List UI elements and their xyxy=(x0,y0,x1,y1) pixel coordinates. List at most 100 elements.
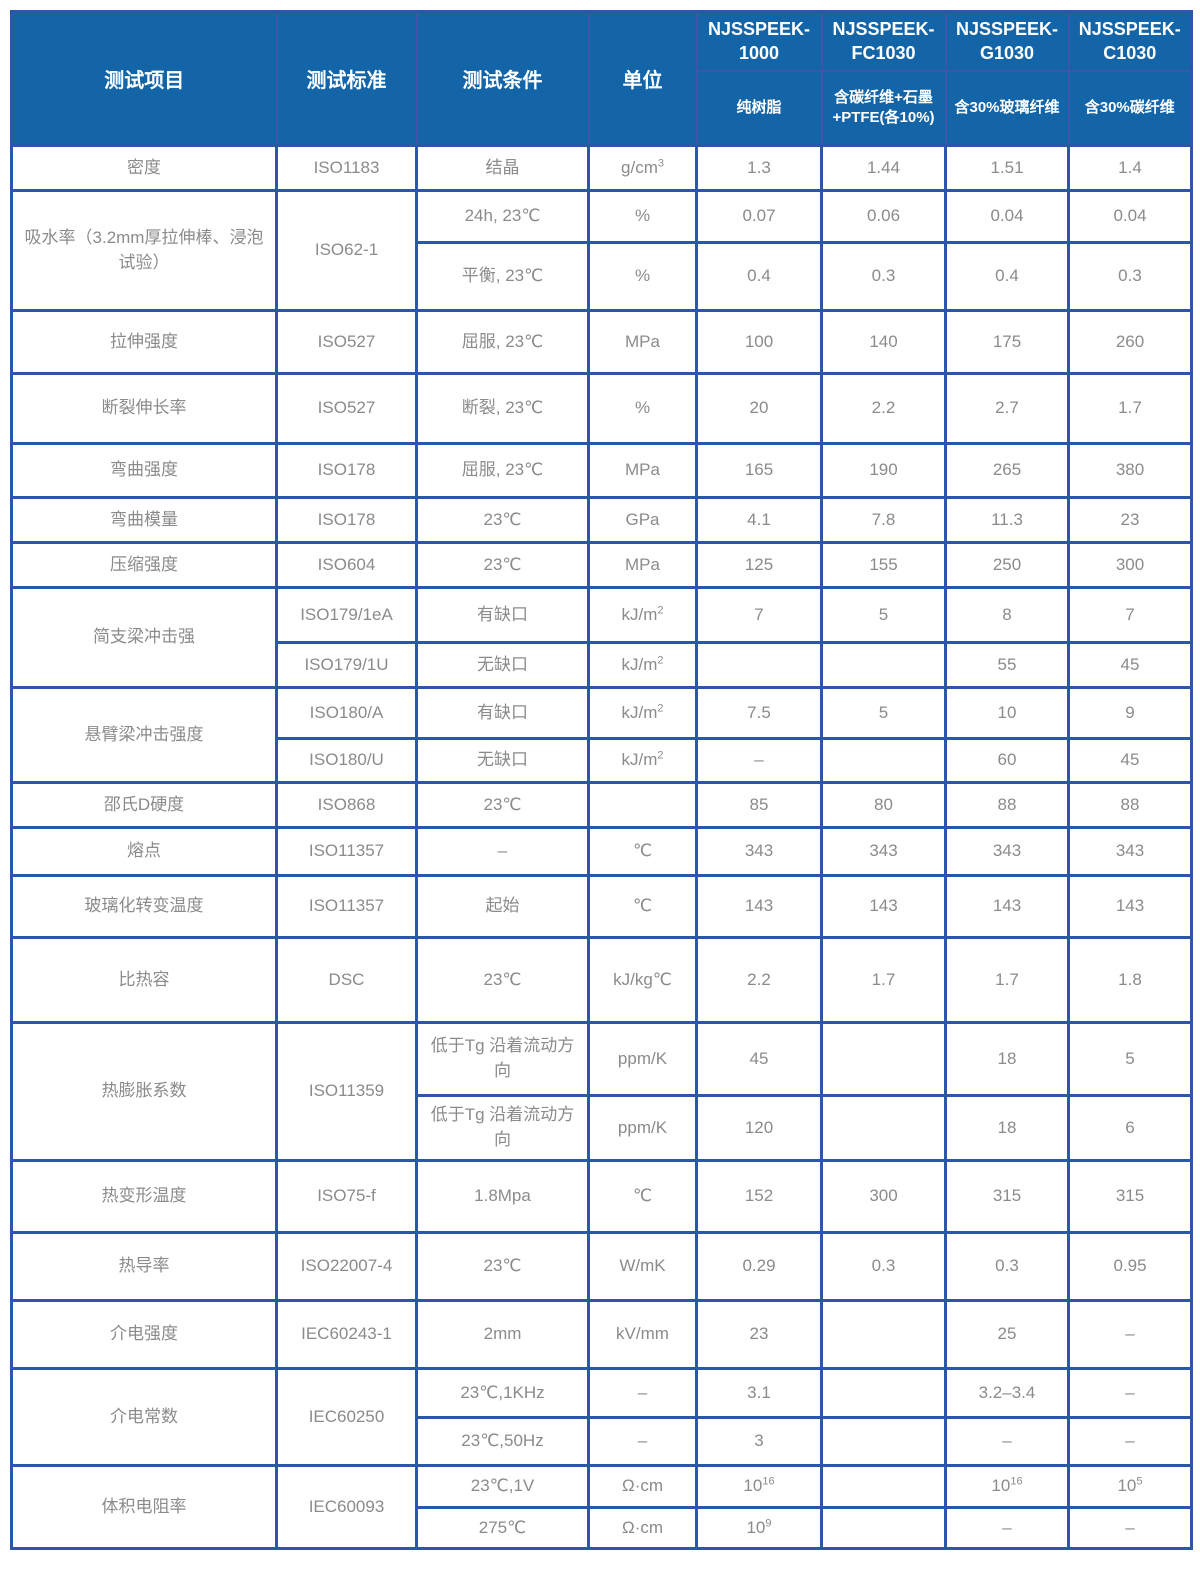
table-row: 比热容 DSC 23℃ kJ/kg℃ 2.2 1.7 1.7 1.8 xyxy=(10,936,1193,1025)
cell-value-njsspeek-c1030: 1.4 xyxy=(1067,144,1193,193)
cell-value-njsspeek-c1030: 0.3 xyxy=(1067,241,1193,313)
header-product-njsspeek-g1030: NJSSPEEK- G1030 xyxy=(944,10,1070,72)
cell-value-njsspeek-fc1030: 1.44 xyxy=(820,144,947,193)
header-test-item: 测试项目 xyxy=(10,10,278,147)
cell-value-njsspeek-c1030: 300 xyxy=(1067,541,1193,590)
cell-value-njsspeek-g1030: – xyxy=(944,1506,1070,1551)
table-row: 介电强度 IEC60243-1 2mm kV/mm 23 25– xyxy=(10,1299,1193,1371)
cell-value-njsspeek-c1030: – xyxy=(1067,1416,1193,1468)
header-test-condition: 测试条件 xyxy=(415,10,590,147)
cell-unit: ℃ xyxy=(587,874,698,940)
cell-test-condition: 2mm xyxy=(415,1299,590,1371)
table-row: 23℃,50Hz –3– – xyxy=(12,1416,1193,1468)
cell-value-njsspeek-1000: 125 xyxy=(695,541,823,590)
cell-value-njsspeek-1000: 120 xyxy=(695,1094,823,1163)
cell-test-standard: ISO868 xyxy=(275,781,418,830)
table-row: 弯曲模量 ISO178 23℃ GPa 4.1 7.8 11.3 23 xyxy=(10,496,1193,545)
cell-value-njsspeek-g1030: 18 xyxy=(944,1094,1070,1163)
cell-value-njsspeek-c1030: 45 xyxy=(1067,641,1193,690)
cell-value-njsspeek-c1030: 315 xyxy=(1067,1159,1193,1235)
cell-value-njsspeek-g1030: 18 xyxy=(944,1021,1070,1098)
cell-value-njsspeek-c1030: 0.95 xyxy=(1067,1231,1193,1303)
cell-test-condition: 屈服, 23℃ xyxy=(415,309,590,376)
table-row: 低于Tg 沿着流动方向 ppm/K 120 18 6 xyxy=(12,1094,1193,1163)
table-row: 熔点 ISO11357– ℃ 343 343 343 343 xyxy=(10,826,1193,878)
cell-value-njsspeek-c1030: – xyxy=(1067,1506,1193,1551)
cell-test-standard: ISO178 xyxy=(275,496,418,545)
cell-unit: g/cm3 xyxy=(587,144,698,193)
cell-value-njsspeek-g1030: 343 xyxy=(944,826,1070,878)
cell-value-njsspeek-g1030: 143 xyxy=(944,874,1070,940)
cell-test-item: 密度 xyxy=(10,144,278,193)
cell-test-standard: IEC60093 xyxy=(275,1464,418,1551)
cell-unit: % xyxy=(587,189,698,245)
cell-value-njsspeek-c1030: – xyxy=(1067,1299,1193,1371)
table-row: 热变形温度 ISO75-f 1.8Mpa ℃ 152 300 315 315 xyxy=(10,1159,1193,1235)
cell-test-standard: IEC60250 xyxy=(275,1367,418,1468)
table-row: 热导率 ISO22007-4 23℃ W/mK 0.29 0.3 0.3 0.95 xyxy=(10,1231,1193,1303)
cell-test-item: 悬臂梁冲击强度 xyxy=(10,686,278,785)
cell-unit: MPa xyxy=(587,442,698,500)
cell-value-njsspeek-g1030: 3.2–3.4 xyxy=(944,1367,1070,1420)
cell-value-njsspeek-g1030: 60 xyxy=(944,737,1070,785)
cell-test-condition: 有缺口 xyxy=(415,586,590,645)
cell-test-item: 简支梁冲击强 xyxy=(10,586,278,690)
cell-test-condition: 屈服, 23℃ xyxy=(415,442,590,500)
cell-value-njsspeek-g1030: 315 xyxy=(944,1159,1070,1235)
cell-test-condition: 23℃ xyxy=(415,496,590,545)
table-row: 介电常数 IEC60250 23℃,1KHz –3.1 3.2–3.4– xyxy=(10,1367,1193,1468)
cell-test-condition: 有缺口 xyxy=(415,686,590,741)
cell-test-item: 介电常数 xyxy=(10,1367,278,1468)
table-row: 275℃ Ω·cm 109 – – xyxy=(12,1506,1193,1551)
cell-test-condition: 23℃ xyxy=(415,541,590,590)
cell-value-njsspeek-g1030: 0.3 xyxy=(944,1231,1070,1303)
table-row: ISO179/1U 无缺口 kJ/m2 55 45 xyxy=(12,641,1193,690)
cell-value-njsspeek-fc1030: 2.2 xyxy=(820,372,947,446)
cell-value-njsspeek-c1030: 343 xyxy=(1067,826,1193,878)
table-row: 断裂伸长率 ISO527 断裂, 23℃% 20 2.2 2.7 1.7 xyxy=(10,372,1193,446)
cell-unit: kJ/m2 xyxy=(587,686,698,741)
cell-unit: kJ/m2 xyxy=(587,641,698,690)
cell-value-njsspeek-1000: 3.1 xyxy=(695,1367,823,1420)
header-product-desc-njsspeek-c1030: 含30%碳纤维 xyxy=(1067,69,1193,147)
header-product-desc-njsspeek-fc1030: 含碳纤维+石墨 +PTFE(各10%) xyxy=(820,69,947,147)
cell-test-item: 弯曲模量 xyxy=(10,496,278,545)
cell-test-standard: ISO179/1U xyxy=(275,641,418,690)
cell-value-njsspeek-1000: 343 xyxy=(695,826,823,878)
table-row: 密度 ISO1183 结晶 g/cm3 1.3 1.44 1.51 1.4 xyxy=(10,144,1193,193)
cell-unit: kJ/m2 xyxy=(587,586,698,645)
table-row: 体积电阻率 IEC60093 23℃,1V Ω·cm 1016 1016 105 xyxy=(10,1464,1193,1551)
cell-value-njsspeek-1000: 165 xyxy=(695,442,823,500)
cell-test-condition: 23℃ xyxy=(415,1231,590,1303)
cell-value-njsspeek-g1030: – xyxy=(944,1416,1070,1468)
material-datasheet-table: 测试项目 测试标准 测试条件 单位 NJSSPEEK- 1000 NJSSPEE… xyxy=(10,10,1193,1551)
cell-value-njsspeek-1000: 2.2 xyxy=(695,936,823,1025)
cell-unit: ℃ xyxy=(587,1159,698,1235)
cell-test-condition: – xyxy=(415,826,590,878)
cell-test-condition: 23℃,50Hz xyxy=(415,1416,590,1468)
cell-unit: kJ/m2 xyxy=(587,737,698,785)
cell-test-condition: 1.8Mpa xyxy=(415,1159,590,1235)
table-row: 简支梁冲击强 ISO179/1eA 有缺口 kJ/m2 7 5 8 7 xyxy=(10,586,1193,690)
cell-value-njsspeek-1000: 0.29 xyxy=(695,1231,823,1303)
cell-test-condition: 结晶 xyxy=(415,144,590,193)
cell-value-njsspeek-c1030: 1.8 xyxy=(1067,936,1193,1025)
table-row: 压缩强度 ISO604 23℃ MPa 125 155 250 300 xyxy=(10,541,1193,590)
header-product-njsspeek-c1030: NJSSPEEK- C1030 xyxy=(1067,10,1193,72)
table-row: 弯曲强度 ISO178 屈服, 23℃ MPa 165 190 265 380 xyxy=(10,442,1193,500)
cell-value-njsspeek-fc1030: 5 xyxy=(820,686,947,741)
cell-unit: ppm/K xyxy=(587,1021,698,1098)
cell-value-njsspeek-1000: 0.07 xyxy=(695,189,823,245)
cell-test-standard: IEC60243-1 xyxy=(275,1299,418,1371)
header-test-standard: 测试标准 xyxy=(275,10,418,147)
cell-test-standard: ISO11357 xyxy=(275,874,418,940)
cell-value-njsspeek-1000: 100 xyxy=(695,309,823,376)
cell-value-njsspeek-c1030: 1.7 xyxy=(1067,372,1193,446)
cell-value-njsspeek-c1030: 23 xyxy=(1067,496,1193,545)
cell-value-njsspeek-1000: 152 xyxy=(695,1159,823,1235)
cell-value-njsspeek-c1030: 88 xyxy=(1067,781,1193,830)
cell-value-njsspeek-c1030: 143 xyxy=(1067,874,1193,940)
cell-value-njsspeek-1000: 143 xyxy=(695,874,823,940)
cell-value-njsspeek-g1030: 0.4 xyxy=(944,241,1070,313)
cell-value-njsspeek-1000: 7.5 xyxy=(695,686,823,741)
